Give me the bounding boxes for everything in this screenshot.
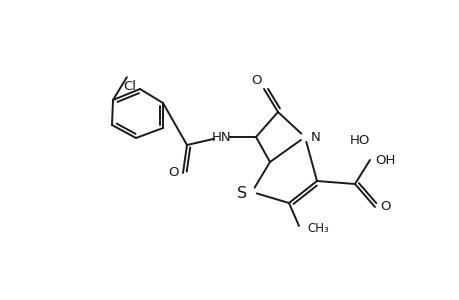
Text: S: S: [236, 187, 246, 202]
Text: HO: HO: [349, 134, 369, 146]
Text: OH: OH: [374, 154, 395, 166]
Text: CH₃: CH₃: [306, 221, 328, 235]
Text: O: O: [168, 167, 179, 179]
Text: HN: HN: [212, 130, 231, 143]
Text: O: O: [379, 200, 390, 214]
Text: N: N: [310, 130, 320, 143]
Text: O: O: [251, 74, 262, 87]
Text: Cl: Cl: [123, 80, 136, 93]
